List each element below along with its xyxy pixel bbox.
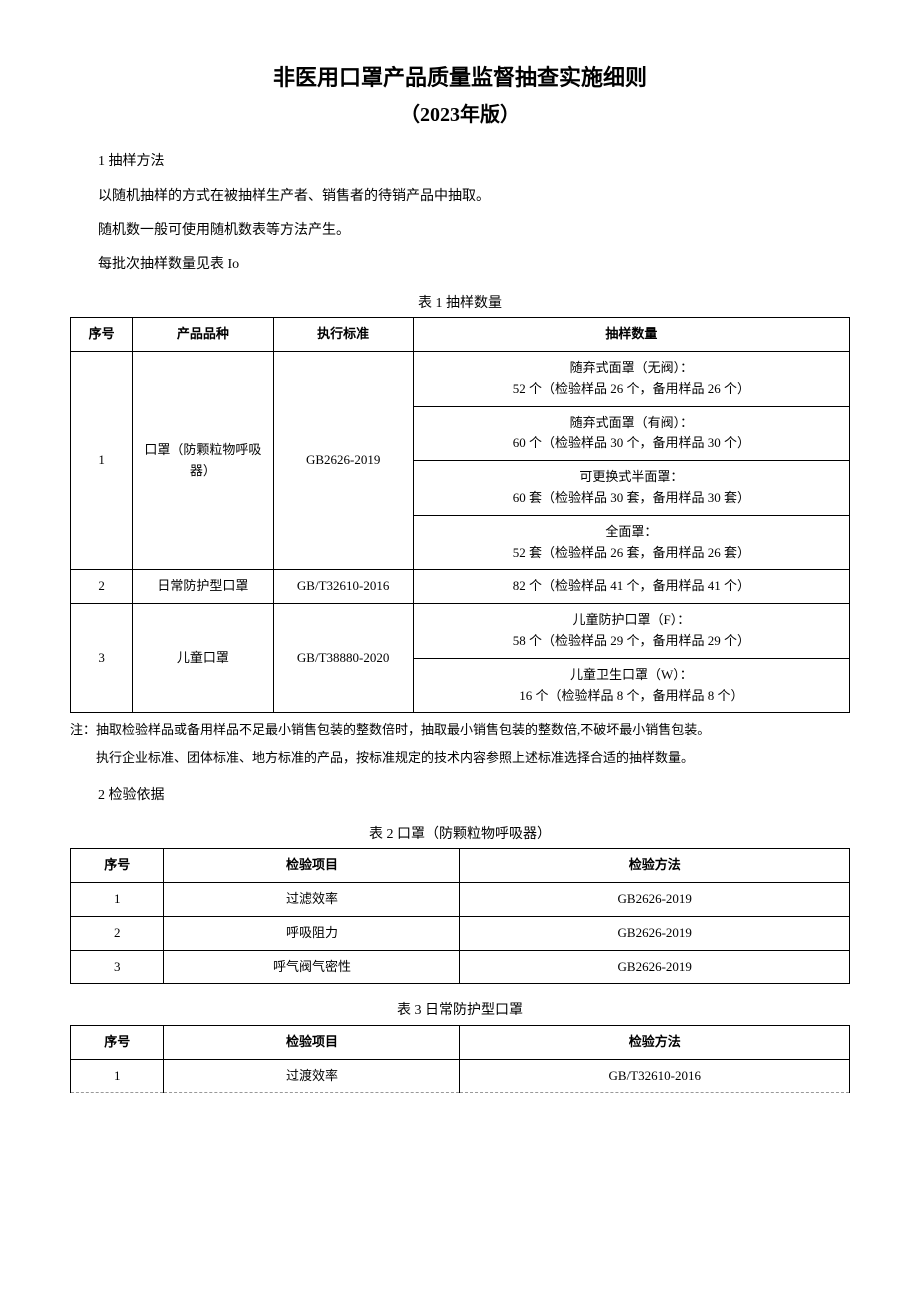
table-row: 3 呼气阀气密性 GB2626-2019: [71, 950, 850, 984]
section1-p3: 每批次抽样数量见表 Io: [70, 254, 850, 276]
qty-line1: 儿童卫生口罩（W）：: [422, 665, 841, 686]
t3-h-seq: 序号: [71, 1025, 164, 1059]
t1-r1-seq: 1: [71, 351, 133, 569]
t1-r2-seq: 2: [71, 570, 133, 604]
table-row: 1 过滤效率 GB2626-2019: [71, 883, 850, 917]
table3-header-row: 序号 检验项目 检验方法: [71, 1025, 850, 1059]
table2-caption: 表 2 口罩（防颗粒物呼吸器）: [70, 824, 850, 846]
t1-r1-qty0: 随弃式面罩（无阀）： 52 个（检验样品 26 个，备用样品 26 个）: [413, 351, 849, 406]
qty-line1: 全面罩：: [422, 522, 841, 543]
table1-note1: 注：抽取检验样品或备用样品不足最小销售包装的整数倍时，抽取最小销售包装的整数倍,…: [70, 719, 850, 741]
table1-h-seq: 序号: [71, 318, 133, 352]
section1-p2: 随机数一般可使用随机数表等方法产生。: [70, 220, 850, 242]
qty-line1: 可更换式半面罩：: [422, 467, 841, 488]
t1-r3-standard: GB/T38880-2020: [273, 604, 413, 713]
t1-r3-qty0: 儿童防护口罩（F）： 58 个（检验样品 29 个，备用样品 29 个）: [413, 604, 849, 659]
qty-line1: 随弃式面罩（无阀）：: [422, 358, 841, 379]
t2-h-item: 检验项目: [164, 849, 460, 883]
t1-r3-product: 儿童口罩: [133, 604, 273, 713]
t1-r1-qty2: 可更换式半面罩： 60 套（检验样品 30 套，备用样品 30 套）: [413, 461, 849, 516]
qty-line1: 儿童防护口罩（F）：: [422, 610, 841, 631]
t1-r1-standard: GB2626-2019: [273, 351, 413, 569]
table-row: 2 呼吸阻力 GB2626-2019: [71, 916, 850, 950]
qty-line2: 60 套（检验样品 30 套，备用样品 30 套）: [422, 488, 841, 509]
t1-r2-qty: 82 个（检验样品 41 个，备用样品 41 个）: [413, 570, 849, 604]
table1-note2: 执行企业标准、团体标准、地方标准的产品，按标准规定的技术内容参照上述标准选择合适…: [70, 747, 850, 769]
t3-r1-item: 过渡效率: [164, 1059, 460, 1093]
t1-r3-seq: 3: [71, 604, 133, 713]
t2-h-method: 检验方法: [460, 849, 850, 883]
qty-line2: 16 个（检验样品 8 个，备用样品 8 个）: [422, 686, 841, 707]
t3-r1-seq: 1: [71, 1059, 164, 1093]
t2-r2-seq: 2: [71, 916, 164, 950]
table2: 序号 检验项目 检验方法 1 过滤效率 GB2626-2019 2 呼吸阻力 G…: [70, 848, 850, 984]
table1-h-standard: 执行标准: [273, 318, 413, 352]
table3: 序号 检验项目 检验方法 1 过渡效率 GB/T32610-2016: [70, 1025, 850, 1094]
table-row: 1 口罩（防颗粒物呼吸器） GB2626-2019 随弃式面罩（无阀）： 52 …: [71, 351, 850, 406]
table3-caption: 表 3 日常防护型口罩: [70, 1000, 850, 1022]
t1-r1-product: 口罩（防颗粒物呼吸器）: [133, 351, 273, 569]
t2-r1-item: 过滤效率: [164, 883, 460, 917]
t2-r3-item: 呼气阀气密性: [164, 950, 460, 984]
table1-header-row: 序号 产品品种 执行标准 抽样数量: [71, 318, 850, 352]
doc-subtitle: （2023年版）: [70, 99, 850, 131]
t2-r2-item: 呼吸阻力: [164, 916, 460, 950]
t2-r1-method: GB2626-2019: [460, 883, 850, 917]
qty-line2: 52 个（检验样品 26 个，备用样品 26 个）: [422, 379, 841, 400]
section1-heading: 1 抽样方法: [70, 151, 850, 173]
t2-r3-seq: 3: [71, 950, 164, 984]
qty-line2: 58 个（检验样品 29 个，备用样品 29 个）: [422, 631, 841, 652]
table-row: 2 日常防护型口罩 GB/T32610-2016 82 个（检验样品 41 个，…: [71, 570, 850, 604]
t3-h-method: 检验方法: [460, 1025, 850, 1059]
t1-r2-product: 日常防护型口罩: [133, 570, 273, 604]
t3-h-item: 检验项目: [164, 1025, 460, 1059]
table-row: 1 过渡效率 GB/T32610-2016: [71, 1059, 850, 1093]
table-row: 3 儿童口罩 GB/T38880-2020 儿童防护口罩（F）： 58 个（检验…: [71, 604, 850, 659]
qty-line2: 52 套（检验样品 26 套，备用样品 26 套）: [422, 543, 841, 564]
section1-p1: 以随机抽样的方式在被抽样生产者、销售者的待销产品中抽取。: [70, 186, 850, 208]
table1: 序号 产品品种 执行标准 抽样数量 1 口罩（防颗粒物呼吸器） GB2626-2…: [70, 317, 850, 713]
t2-r2-method: GB2626-2019: [460, 916, 850, 950]
t3-r1-method: GB/T32610-2016: [460, 1059, 850, 1093]
qty-line2: 60 个（检验样品 30 个，备用样品 30 个）: [422, 433, 841, 454]
section2-heading: 2 检验依据: [70, 785, 850, 807]
qty-line1: 随弃式面罩（有阀）：: [422, 413, 841, 434]
table1-caption: 表 1 抽样数量: [70, 293, 850, 315]
doc-title: 非医用口罩产品质量监督抽查实施细则: [70, 60, 850, 95]
t1-r2-standard: GB/T32610-2016: [273, 570, 413, 604]
t2-r3-method: GB2626-2019: [460, 950, 850, 984]
t1-r3-qty1: 儿童卫生口罩（W）： 16 个（检验样品 8 个，备用样品 8 个）: [413, 658, 849, 713]
table1-h-product: 产品品种: [133, 318, 273, 352]
t1-r1-qty1: 随弃式面罩（有阀）： 60 个（检验样品 30 个，备用样品 30 个）: [413, 406, 849, 461]
t1-r1-qty3: 全面罩： 52 套（检验样品 26 套，备用样品 26 套）: [413, 515, 849, 570]
table2-header-row: 序号 检验项目 检验方法: [71, 849, 850, 883]
t2-h-seq: 序号: [71, 849, 164, 883]
table1-h-qty: 抽样数量: [413, 318, 849, 352]
t2-r1-seq: 1: [71, 883, 164, 917]
